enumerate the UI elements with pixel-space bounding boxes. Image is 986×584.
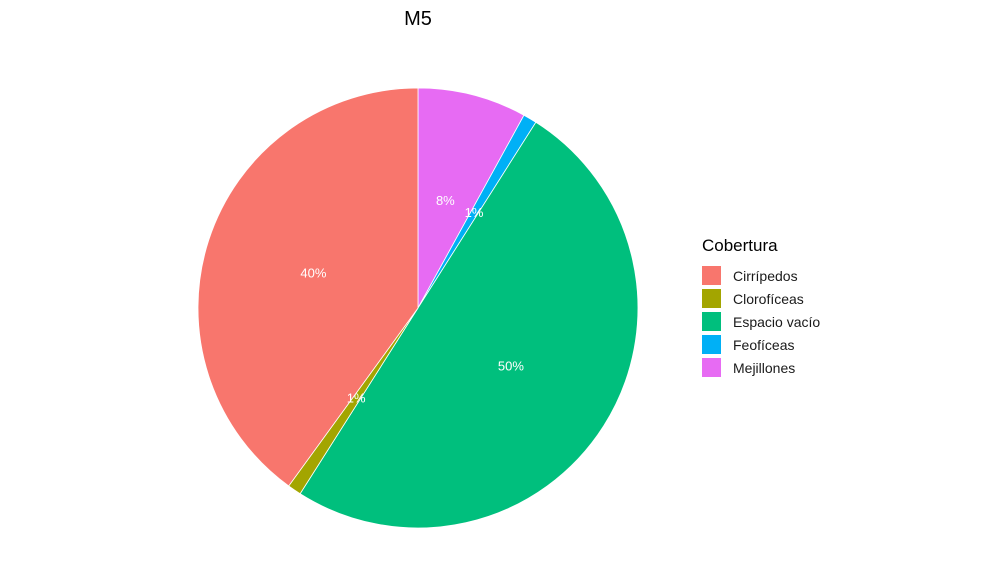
legend-item: Clorofíceas [702, 287, 820, 310]
pie-slices [197, 87, 639, 529]
pie-label: 50% [498, 358, 524, 373]
pie-label: 1% [465, 205, 484, 220]
legend-label: Clorofíceas [733, 290, 804, 307]
legend-label: Espacio vacío [733, 313, 821, 330]
legend-item: Espacio vacío [702, 310, 820, 333]
pie-slice-mejillones [417, 87, 525, 309]
pie-label: 1% [347, 390, 366, 405]
legend-items: Cirrípedos Clorofíceas Espacio vacío Feofíc… [702, 264, 820, 379]
pie-slice-espacio-vacio [299, 121, 639, 529]
legend-item: Cirrípedos [702, 264, 820, 287]
legend-swatch [702, 335, 721, 354]
legend-item: Feofíceas [702, 333, 820, 356]
legend-label: Cirrípedos [733, 267, 798, 284]
pie-slice-cirripedos [197, 87, 419, 487]
legend-title: Cobertura [702, 236, 778, 255]
legend: Cobertura Cirrípedos Clorofíceas Espacio v… [702, 236, 820, 379]
legend-swatch [702, 266, 721, 285]
pie-labels: 8% 1% 50% 1% 40% [300, 193, 524, 406]
legend-item: Mejillones [702, 356, 820, 379]
chart-title: M5 [404, 8, 432, 30]
pie-label: 8% [436, 193, 455, 208]
legend-swatch [702, 312, 721, 331]
pie-label: 40% [300, 265, 326, 280]
legend-swatch [702, 358, 721, 377]
legend-swatch [702, 289, 721, 308]
legend-label: Feofíceas [733, 336, 795, 353]
legend-label: Mejillones [733, 359, 796, 376]
